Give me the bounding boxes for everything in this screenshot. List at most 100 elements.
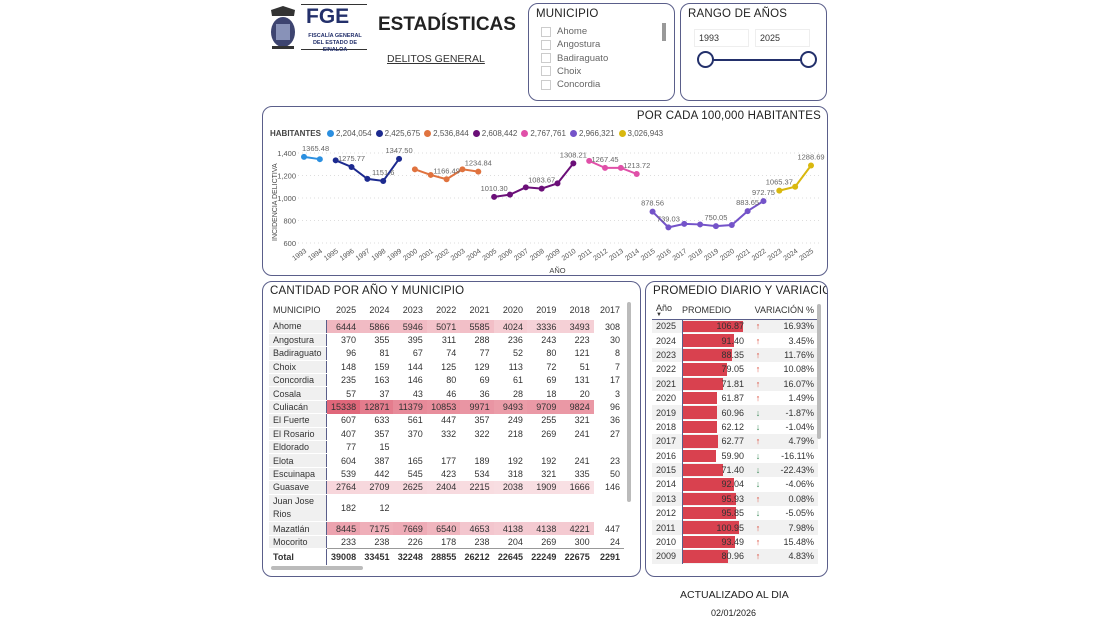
column-header[interactable]: 2019: [536, 305, 557, 315]
data-point[interactable]: [554, 180, 561, 187]
data-point[interactable]: [411, 166, 418, 173]
data-point[interactable]: [586, 157, 593, 164]
municipio-option[interactable]: Choix: [541, 66, 581, 77]
year-cell: 2021: [652, 376, 682, 391]
municipio-option[interactable]: Ahome: [541, 26, 587, 37]
table-row: 2021 71.81 ↑ 16.07%: [652, 376, 818, 391]
range-handle-from[interactable]: [697, 51, 714, 68]
data-point[interactable]: [665, 224, 672, 231]
table-row: 2024 91.40 ↑ 3.45%: [652, 333, 818, 348]
column-header[interactable]: MUNICIPIO: [273, 305, 321, 315]
checkbox[interactable]: [541, 53, 551, 64]
value-cell: 2764: [326, 480, 361, 495]
data-label: 878.56: [641, 199, 664, 208]
column-header[interactable]: 2018: [569, 305, 590, 315]
column-header[interactable]: 2024: [369, 305, 390, 315]
data-point[interactable]: [602, 164, 609, 171]
legend-item[interactable]: 2,204,054: [326, 129, 372, 138]
checkbox[interactable]: [541, 26, 551, 37]
legend-item[interactable]: 2,767,761: [521, 129, 566, 138]
slicer-scrollbar[interactable]: [662, 23, 666, 41]
x-tick-label: 2025: [798, 248, 815, 263]
column-header[interactable]: 2025: [336, 305, 357, 315]
data-point[interactable]: [522, 184, 529, 191]
legend-dot-icon: [472, 130, 480, 137]
value-cell: 447: [441, 415, 457, 426]
year-to-input[interactable]: 2025: [755, 29, 810, 47]
column-header[interactable]: 2017: [599, 305, 620, 315]
legend-label: 3,026,943: [627, 129, 664, 138]
vertical-scrollbar[interactable]: [627, 302, 631, 502]
value-cell: 604: [341, 455, 357, 466]
value-cell: 3: [614, 388, 620, 399]
data-point[interactable]: [617, 164, 624, 171]
data-point[interactable]: [427, 171, 434, 178]
column-header-year[interactable]: Año ▼: [652, 301, 682, 320]
checkbox[interactable]: [541, 79, 551, 90]
column-header-variacion[interactable]: VARIACIÓN %: [750, 301, 818, 320]
option-label: Ahome: [557, 26, 588, 37]
column-header[interactable]: 2023: [402, 305, 423, 315]
municipio-option[interactable]: Badiraguato: [541, 53, 608, 64]
data-point[interactable]: [332, 157, 339, 164]
data-point[interactable]: [364, 175, 371, 182]
promedio-cell: 91.40: [681, 333, 750, 348]
legend-item[interactable]: 2,425,675: [375, 129, 420, 138]
value-cell: 249: [507, 415, 523, 426]
data-point[interactable]: [491, 193, 498, 200]
year-from-input[interactable]: 1993: [694, 29, 749, 47]
municipio-option[interactable]: Concordia: [541, 79, 600, 90]
data-point[interactable]: [506, 191, 513, 198]
legend-item[interactable]: 2,536,844: [424, 129, 469, 138]
data-point[interactable]: [728, 222, 735, 228]
table-row: 2022 79.05 ↑ 10.08%: [652, 362, 818, 377]
data-point[interactable]: [459, 166, 466, 173]
legend-dot-icon: [375, 130, 383, 137]
value-cell: 46: [446, 388, 457, 399]
data-point[interactable]: [443, 176, 450, 183]
total-cell: 32248: [393, 548, 427, 565]
year-cell: 2016: [656, 450, 677, 461]
legend-item[interactable]: 2,608,442: [472, 129, 517, 138]
data-point[interactable]: [396, 155, 403, 162]
horizontal-scrollbar[interactable]: [271, 566, 363, 570]
data-point[interactable]: [792, 183, 799, 190]
data-point[interactable]: [348, 163, 355, 170]
data-point[interactable]: [744, 208, 751, 215]
x-tick-label: 1996: [339, 248, 356, 263]
data-point[interactable]: [808, 162, 814, 169]
data-point[interactable]: [760, 198, 767, 205]
table-row: Eldorado 77 15: [269, 440, 624, 455]
data-point[interactable]: [475, 168, 482, 175]
value-cell: [527, 494, 560, 522]
column-header[interactable]: 2021: [469, 305, 490, 315]
column-header[interactable]: 2022: [436, 305, 457, 315]
municipio-option[interactable]: Angostura: [541, 39, 600, 50]
data-point[interactable]: [633, 170, 640, 177]
legend-label: 2,204,054: [335, 129, 372, 138]
legend-item[interactable]: 3,026,943: [618, 129, 664, 138]
value-cell: 131: [574, 375, 590, 386]
data-point[interactable]: [681, 220, 688, 227]
vertical-scrollbar[interactable]: [817, 304, 821, 439]
range-handle-to[interactable]: [800, 51, 817, 68]
data-point[interactable]: [538, 185, 545, 192]
data-point[interactable]: [570, 160, 577, 167]
total-cell: 28855: [426, 548, 461, 565]
data-point[interactable]: [649, 208, 656, 215]
checkbox[interactable]: [541, 39, 551, 50]
data-point[interactable]: [301, 153, 307, 160]
data-point[interactable]: [380, 177, 387, 184]
checkbox[interactable]: [541, 66, 551, 77]
data-point[interactable]: [697, 221, 704, 228]
table-row: Angostura 370 355 395 311 288 236 243 223 30: [269, 333, 624, 348]
value-cell: 12: [379, 502, 390, 513]
data-point[interactable]: [712, 223, 719, 230]
column-header[interactable]: 2020: [502, 305, 523, 315]
column-header-promedio[interactable]: PROMEDIO: [682, 301, 750, 320]
data-point[interactable]: [316, 156, 323, 163]
report-link[interactable]: DELITOS GENERAL: [387, 53, 485, 65]
data-point[interactable]: [776, 187, 783, 194]
legend-item[interactable]: 2,966,321: [569, 129, 615, 138]
year-cell: 2015: [652, 462, 682, 478]
